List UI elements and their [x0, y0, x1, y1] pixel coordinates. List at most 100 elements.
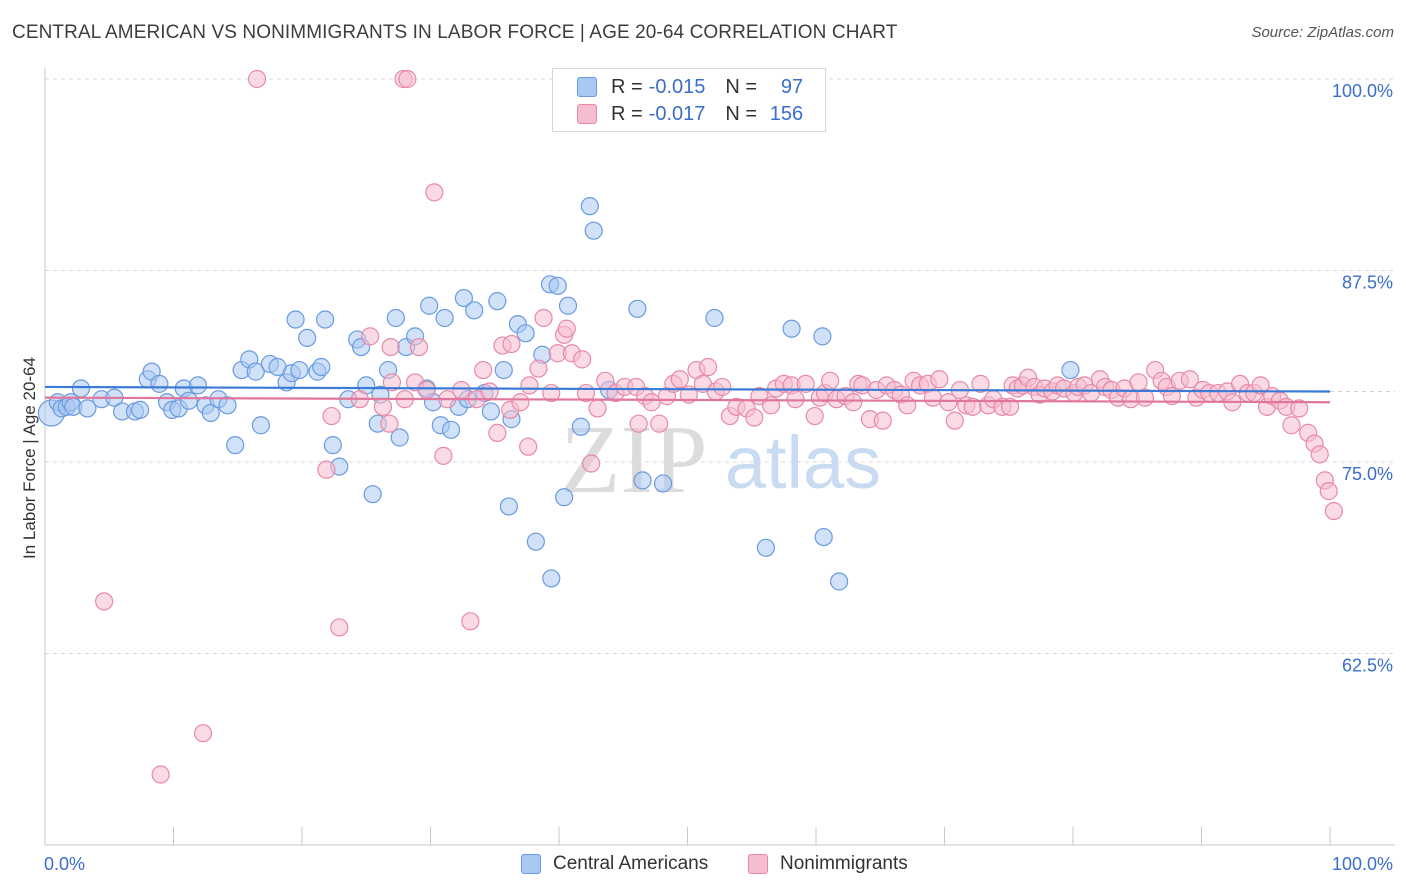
y-tick-label: 87.5%	[1342, 273, 1393, 293]
nonimmigrants-point	[1290, 399, 1309, 418]
central-americans-point	[1061, 360, 1080, 380]
legend-label-central-americans: Central Americans	[553, 853, 709, 874]
x-tick-label: 100.0%	[1332, 854, 1393, 874]
central-americans-point	[756, 538, 775, 557]
legend-r-label: R =	[611, 75, 643, 98]
nonimmigrants-point	[557, 319, 576, 338]
x-tick-label: 0.0%	[44, 854, 85, 874]
central-americans-point	[420, 296, 439, 315]
central-americans-point	[633, 471, 652, 490]
nonimmigrants-point	[480, 382, 499, 401]
central-americans-point	[580, 197, 599, 216]
legend-item-central-americans: Central Americans	[521, 852, 708, 876]
legend-r-value: -0.017	[648, 102, 706, 125]
central-americans-point	[323, 436, 342, 455]
central-americans-point	[558, 296, 578, 315]
central-americans-point	[454, 288, 474, 308]
nonimmigrants-point	[373, 397, 393, 416]
central-americans-point	[290, 360, 309, 380]
nonimmigrants-point	[939, 393, 958, 412]
nonimmigrants-point	[573, 350, 592, 369]
central-americans-point	[226, 436, 245, 455]
legend-swatch-nonimmigrants	[748, 854, 768, 874]
central-americans-point	[179, 391, 199, 410]
central-americans-point	[526, 532, 545, 551]
central-americans-point	[78, 399, 97, 418]
nonimmigrants-point	[398, 69, 417, 89]
nonimmigrants-point	[519, 437, 538, 456]
legend-n-value: 156	[769, 102, 804, 125]
nonimmigrants-point	[698, 357, 718, 377]
central-americans-point	[584, 221, 603, 240]
nonimmigrants-point	[1129, 373, 1148, 392]
nonimmigrants-point	[474, 360, 493, 380]
central-americans-point	[571, 417, 590, 436]
nonimmigrants-point	[425, 183, 444, 202]
legend-row-nonimmigrants: R = -0.017 N = 156	[577, 101, 803, 127]
nonimmigrants-point	[1000, 397, 1020, 416]
central-americans-point	[316, 310, 335, 329]
central-americans-point	[312, 357, 331, 377]
central-americans-point	[150, 374, 169, 393]
central-americans-point	[481, 402, 500, 421]
y-tick-label: 75.0%	[1342, 464, 1393, 484]
nonimmigrants-point	[650, 414, 669, 433]
trend-lines	[44, 385, 1331, 404]
nonimmigrants-point	[452, 380, 471, 400]
nonimmigrants-point	[898, 396, 917, 415]
axes	[44, 68, 1395, 846]
central-americans-point	[499, 497, 518, 516]
nonimmigrants-point	[322, 406, 341, 426]
central-americans-point	[218, 396, 237, 415]
nonimmigrants-point	[642, 393, 661, 412]
legend-r-label: R =	[611, 102, 643, 125]
central-americans-point	[363, 485, 382, 504]
nonimmigrants-point	[670, 370, 689, 389]
nonimmigrants-point	[361, 327, 380, 346]
nonimmigrants-point	[821, 371, 840, 390]
watermark: ZIP atlas	[561, 406, 882, 514]
nonimmigrants-point	[1282, 416, 1301, 435]
nonimmigrants-point	[529, 359, 548, 378]
central-americans-point	[386, 308, 405, 328]
nonimmigrants-point	[1324, 501, 1343, 521]
nonimmigrants-point	[488, 423, 507, 442]
central-americans-points	[37, 197, 1080, 591]
central-americans-point	[188, 376, 208, 395]
nonimmigrants-point	[713, 377, 732, 397]
legend-r-value: -0.015	[648, 75, 706, 98]
nonimmigrants-point	[930, 370, 949, 389]
nonimmigrants-point	[971, 374, 990, 393]
central-americans-point	[246, 362, 265, 381]
central-americans-point	[488, 292, 507, 311]
nonimmigrants-point	[95, 592, 114, 611]
nonimmigrants-point	[1251, 376, 1270, 395]
nonimmigrants-point	[434, 446, 453, 465]
nonimmigrants-point	[502, 334, 521, 354]
central-americans-point	[705, 308, 724, 328]
nonimmigrants-point	[1319, 482, 1338, 501]
central-americans-point	[71, 379, 91, 398]
nonimmigrants-point	[923, 388, 943, 407]
legend-n-value: 97	[780, 75, 804, 98]
central-americans-point	[516, 324, 535, 343]
nonimmigrants-point	[844, 393, 863, 412]
nonimmigrants-point	[534, 308, 553, 328]
y-tick-label: 100.0%	[1332, 81, 1393, 101]
legend-swatch-nonimmigrants	[577, 104, 597, 124]
central-americans-point	[251, 416, 270, 435]
nonimmigrants-point	[409, 338, 429, 357]
nonimmigrants-point	[629, 414, 648, 433]
nonimmigrants-point	[511, 393, 530, 412]
nonimmigrants-point	[151, 765, 170, 784]
nonimmigrants-trend-line	[44, 396, 1331, 404]
nonimmigrants-point	[381, 338, 400, 357]
central-americans-point	[298, 328, 317, 348]
central-americans-point	[201, 403, 220, 423]
watermark-atlas: atlas	[725, 421, 881, 504]
nonimmigrants-point	[786, 390, 805, 409]
nonimmigrants-point	[805, 406, 824, 426]
tick-labels: 100.0% 87.5% 75.0% 62.5% 0.0% 100.0%	[44, 81, 1393, 874]
central-americans-point	[465, 301, 484, 320]
